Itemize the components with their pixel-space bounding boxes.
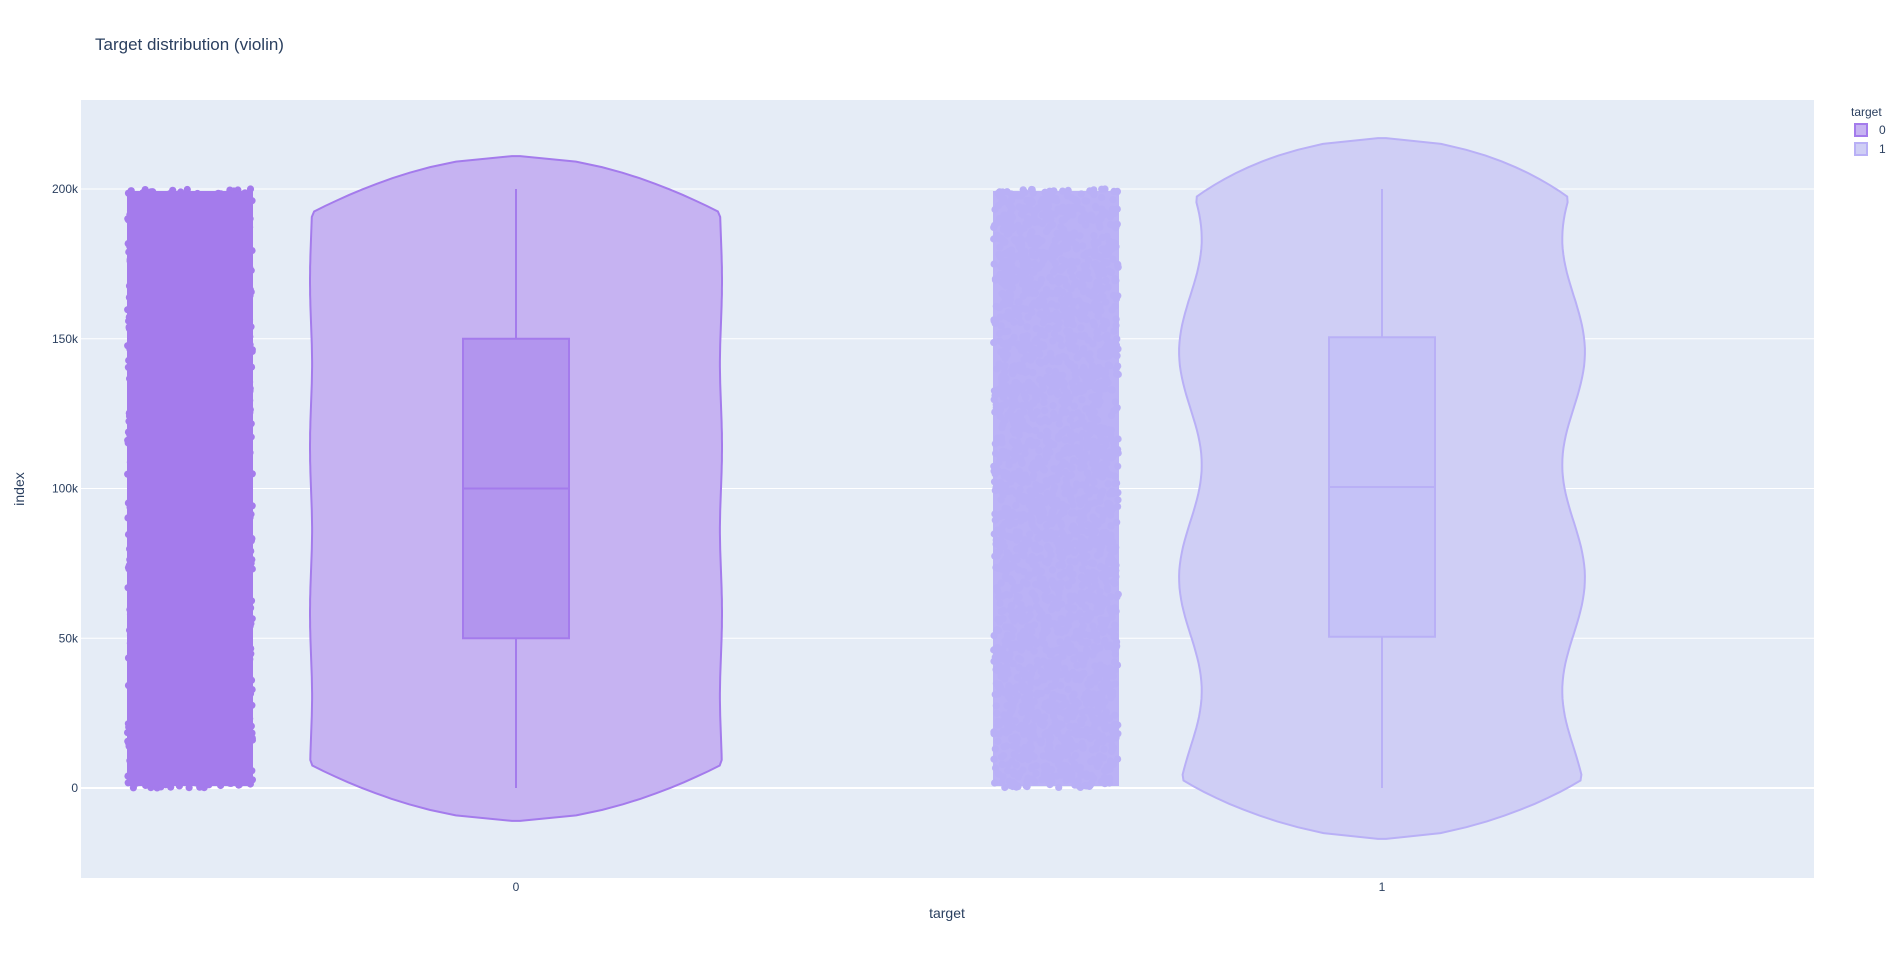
points-0 xyxy=(124,185,256,792)
data-point xyxy=(246,185,255,193)
jittered-points xyxy=(124,185,1122,792)
points-core-0 xyxy=(127,191,253,786)
data-point xyxy=(1101,185,1109,193)
chart-title: Target distribution (violin) xyxy=(95,35,284,54)
points-1 xyxy=(990,185,1122,792)
violins xyxy=(309,137,1586,840)
